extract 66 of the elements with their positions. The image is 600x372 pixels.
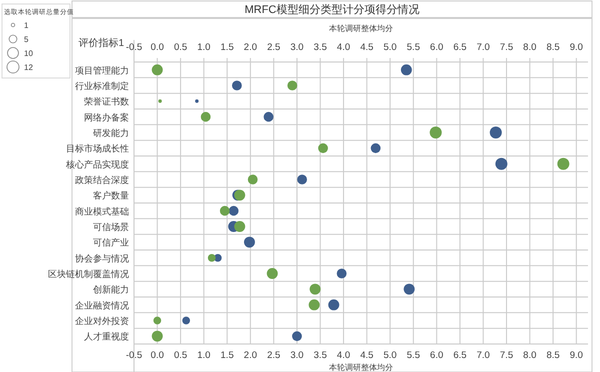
y-tick-label: 商业模式基础 xyxy=(75,206,129,216)
y-tick-label: 网络办备案 xyxy=(84,112,129,122)
x2-tick-label: 4.5 xyxy=(360,42,374,53)
x-tick-label: 8.0 xyxy=(523,350,536,361)
y-tick-label: 客户数量 xyxy=(93,190,129,201)
x2-tick-label: 4.0 xyxy=(336,42,350,53)
y-tick-label: 政策结合深度 xyxy=(75,175,129,185)
x2-tick-label: 6.0 xyxy=(430,42,444,53)
x2-tick-label: 8.0 xyxy=(523,42,536,53)
x-tick-label: 0.5 xyxy=(174,350,188,361)
x2-tick-label: 3.5 xyxy=(314,42,327,53)
x2-tick-label: 7.0 xyxy=(476,42,490,53)
x-tick-label: 9.0 xyxy=(570,350,583,361)
x2-axis-title: 本轮调研整体均分 xyxy=(329,24,393,33)
x-tick-label: 1.5 xyxy=(220,350,234,361)
y-tick-label: 行业标准制定 xyxy=(75,81,129,91)
x2-tick-label: 8.5 xyxy=(546,42,560,53)
x2-tick-label: 0.0 xyxy=(150,42,164,53)
x2-tick-label: 7.5 xyxy=(500,42,514,53)
x2-tick-label: 2.0 xyxy=(244,42,258,53)
y-tick-label: 目标市场成长性 xyxy=(66,144,129,154)
x-tick-label: 3.5 xyxy=(314,350,327,361)
x-tick-label: 4.5 xyxy=(360,350,374,361)
y-tick-label: 企业融资情况 xyxy=(75,300,129,310)
x-tick-label: 2.0 xyxy=(244,350,258,361)
legend-label: 5 xyxy=(24,35,29,44)
x-tick-label: 7.5 xyxy=(500,350,514,361)
x2-tick-label: 9.0 xyxy=(570,42,583,53)
y-tick-label: 协会参与情况 xyxy=(75,253,129,264)
x2-tick-label: 0.5 xyxy=(174,42,188,53)
y-tick-label: 人才重视度 xyxy=(84,332,129,342)
x-tick-label: 8.5 xyxy=(546,350,560,361)
y-tick-label: 研发能力 xyxy=(93,128,129,138)
x-tick-label: -0.5 xyxy=(126,350,142,361)
y-tick-label: 企业对外投资 xyxy=(75,316,129,326)
y-tick-label: 区块链机制覆盖情况 xyxy=(48,269,129,279)
x2-tick-label: 2.5 xyxy=(267,42,280,53)
x-tick-label: 3.0 xyxy=(290,350,304,361)
x-tick-label: 7.0 xyxy=(476,350,490,361)
x-tick-label: 1.0 xyxy=(197,350,210,361)
x-axis-title: 本轮调研整体均分 xyxy=(329,363,393,372)
y-tick-label: 可信场景 xyxy=(93,222,129,232)
x-tick-label: 5.0 xyxy=(383,350,397,361)
legend-label: 12 xyxy=(24,63,34,72)
y-tick-label: 荣誉证书数 xyxy=(84,96,129,107)
x-tick-label: 4.0 xyxy=(336,350,350,361)
x2-tick-label: 5.5 xyxy=(406,42,420,53)
x-tick-label: 5.5 xyxy=(406,350,420,361)
legend-label: 1 xyxy=(24,21,29,30)
x-tick-label: 0.0 xyxy=(150,350,164,361)
legend-label: 10 xyxy=(24,49,34,58)
x-tick-label: 2.5 xyxy=(267,350,280,361)
x2-tick-label: 1.5 xyxy=(220,42,234,53)
x2-tick-label: 3.0 xyxy=(290,42,304,53)
x2-tick-label: -0.5 xyxy=(126,42,142,53)
y-tick-label: 创新能力 xyxy=(93,284,129,295)
y-tick-label: 可信产业 xyxy=(93,238,129,248)
y-axis-title: 评价指标1 xyxy=(78,37,124,49)
y-tick-label: 核心产品实现度 xyxy=(65,159,129,170)
x2-tick-label: 5.0 xyxy=(383,42,397,53)
chart-title: MRFC模型细分类型计分项得分情况 xyxy=(244,3,420,16)
x-tick-label: 6.5 xyxy=(453,350,467,361)
y-tick-label: 项目管理能力 xyxy=(75,65,129,76)
x2-tick-label: 1.0 xyxy=(197,42,210,53)
x2-tick-label: 6.5 xyxy=(453,42,467,53)
x-tick-label: 6.0 xyxy=(430,350,444,361)
